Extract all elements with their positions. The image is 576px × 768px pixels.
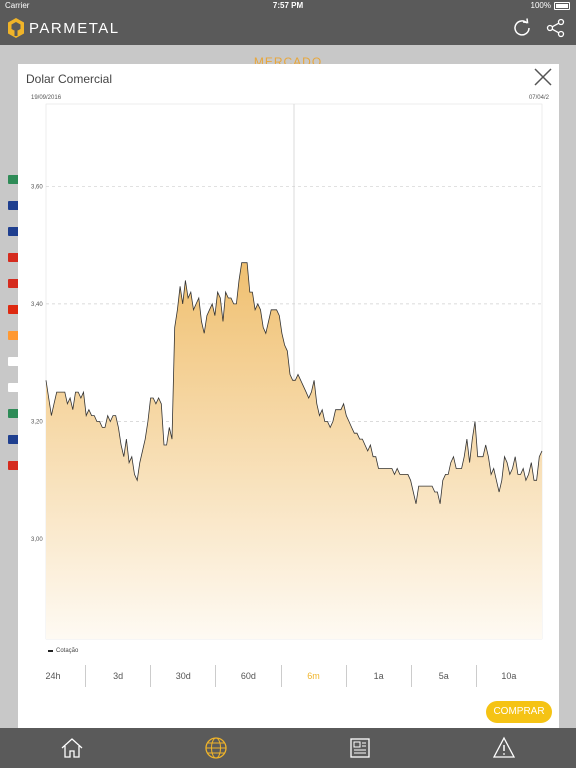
- currency-flag: [8, 461, 20, 470]
- home-icon: [61, 738, 83, 758]
- series-line-cotacao: [45, 262, 543, 504]
- clock: 7:57 PM: [272, 1, 304, 10]
- tab-news[interactable]: [288, 728, 432, 768]
- logo-wordmark: PARMETAL: [29, 19, 120, 37]
- chart-end-date: 07/04/2: [528, 95, 549, 101]
- app-logo: PARMETAL: [8, 18, 120, 38]
- currency-flag-list: [8, 175, 20, 487]
- range-tab-60d[interactable]: 60d: [215, 665, 280, 687]
- currency-flag: [8, 227, 20, 236]
- carrier-label: Carrier: [5, 1, 30, 10]
- y-tick-label: 3,60: [31, 184, 43, 190]
- tab-home[interactable]: [0, 728, 144, 768]
- share-icon[interactable]: [546, 18, 566, 38]
- modal-title: Dolar Comercial: [26, 72, 113, 86]
- range-tab-30d[interactable]: 30d: [150, 665, 215, 687]
- tab-alerts[interactable]: [432, 728, 576, 768]
- range-tab-3d[interactable]: 3d: [85, 665, 150, 687]
- buy-button[interactable]: COMPRAR: [486, 701, 552, 723]
- tab-bar: [0, 728, 576, 768]
- battery-status: 100%: [531, 0, 570, 12]
- area-fill: [46, 262, 542, 639]
- range-tab-1a[interactable]: 1a: [345, 665, 411, 687]
- battery-percent: 100%: [530, 1, 551, 10]
- range-selector: 24h 3d 30d 60d 6m 1a 5a 10a: [21, 665, 541, 687]
- currency-flag: [8, 175, 20, 184]
- currency-flag: [8, 357, 20, 366]
- y-tick-label: 3,20: [31, 419, 43, 425]
- chart-start-date: 19/09/2016: [31, 95, 62, 101]
- range-tab-6m[interactable]: 6m: [280, 665, 346, 687]
- range-tab-24h[interactable]: 24h: [45, 671, 61, 681]
- currency-flag: [8, 383, 20, 392]
- legend-swatch: [48, 650, 53, 652]
- currency-flag: [8, 305, 20, 314]
- chart-legend: Cotação: [48, 648, 78, 654]
- legend-label: Cotação: [56, 648, 79, 654]
- battery-icon: [554, 2, 570, 10]
- exchange-rate-chart[interactable]: 3,00 3,20 3,40 3,60: [18, 64, 559, 654]
- currency-flag: [8, 331, 20, 340]
- currency-flag: [8, 435, 20, 444]
- currency-flag: [8, 279, 20, 288]
- currency-flag: [8, 201, 20, 210]
- alert-icon: [492, 736, 516, 758]
- newspaper-icon: [350, 738, 370, 758]
- range-tab-5a[interactable]: 5a: [410, 665, 476, 687]
- app-header: PARMETAL: [0, 12, 576, 45]
- currency-flag: [8, 253, 20, 262]
- currency-flag: [8, 409, 20, 418]
- tab-markets[interactable]: [144, 728, 288, 768]
- globe-icon: [205, 737, 227, 759]
- chart-modal: Dolar Comercial 19/09/2016 07/04/2 3,00 3…: [18, 64, 559, 728]
- parmetal-logo-icon: [8, 18, 24, 38]
- close-icon[interactable]: [533, 67, 553, 87]
- status-bar: Carrier 7:57 PM 100%: [0, 0, 576, 12]
- refresh-icon[interactable]: [512, 18, 532, 38]
- y-tick-label: 3,00: [31, 537, 43, 543]
- y-tick-label: 3,40: [31, 302, 43, 308]
- range-tab-10a[interactable]: 10a: [475, 665, 541, 687]
